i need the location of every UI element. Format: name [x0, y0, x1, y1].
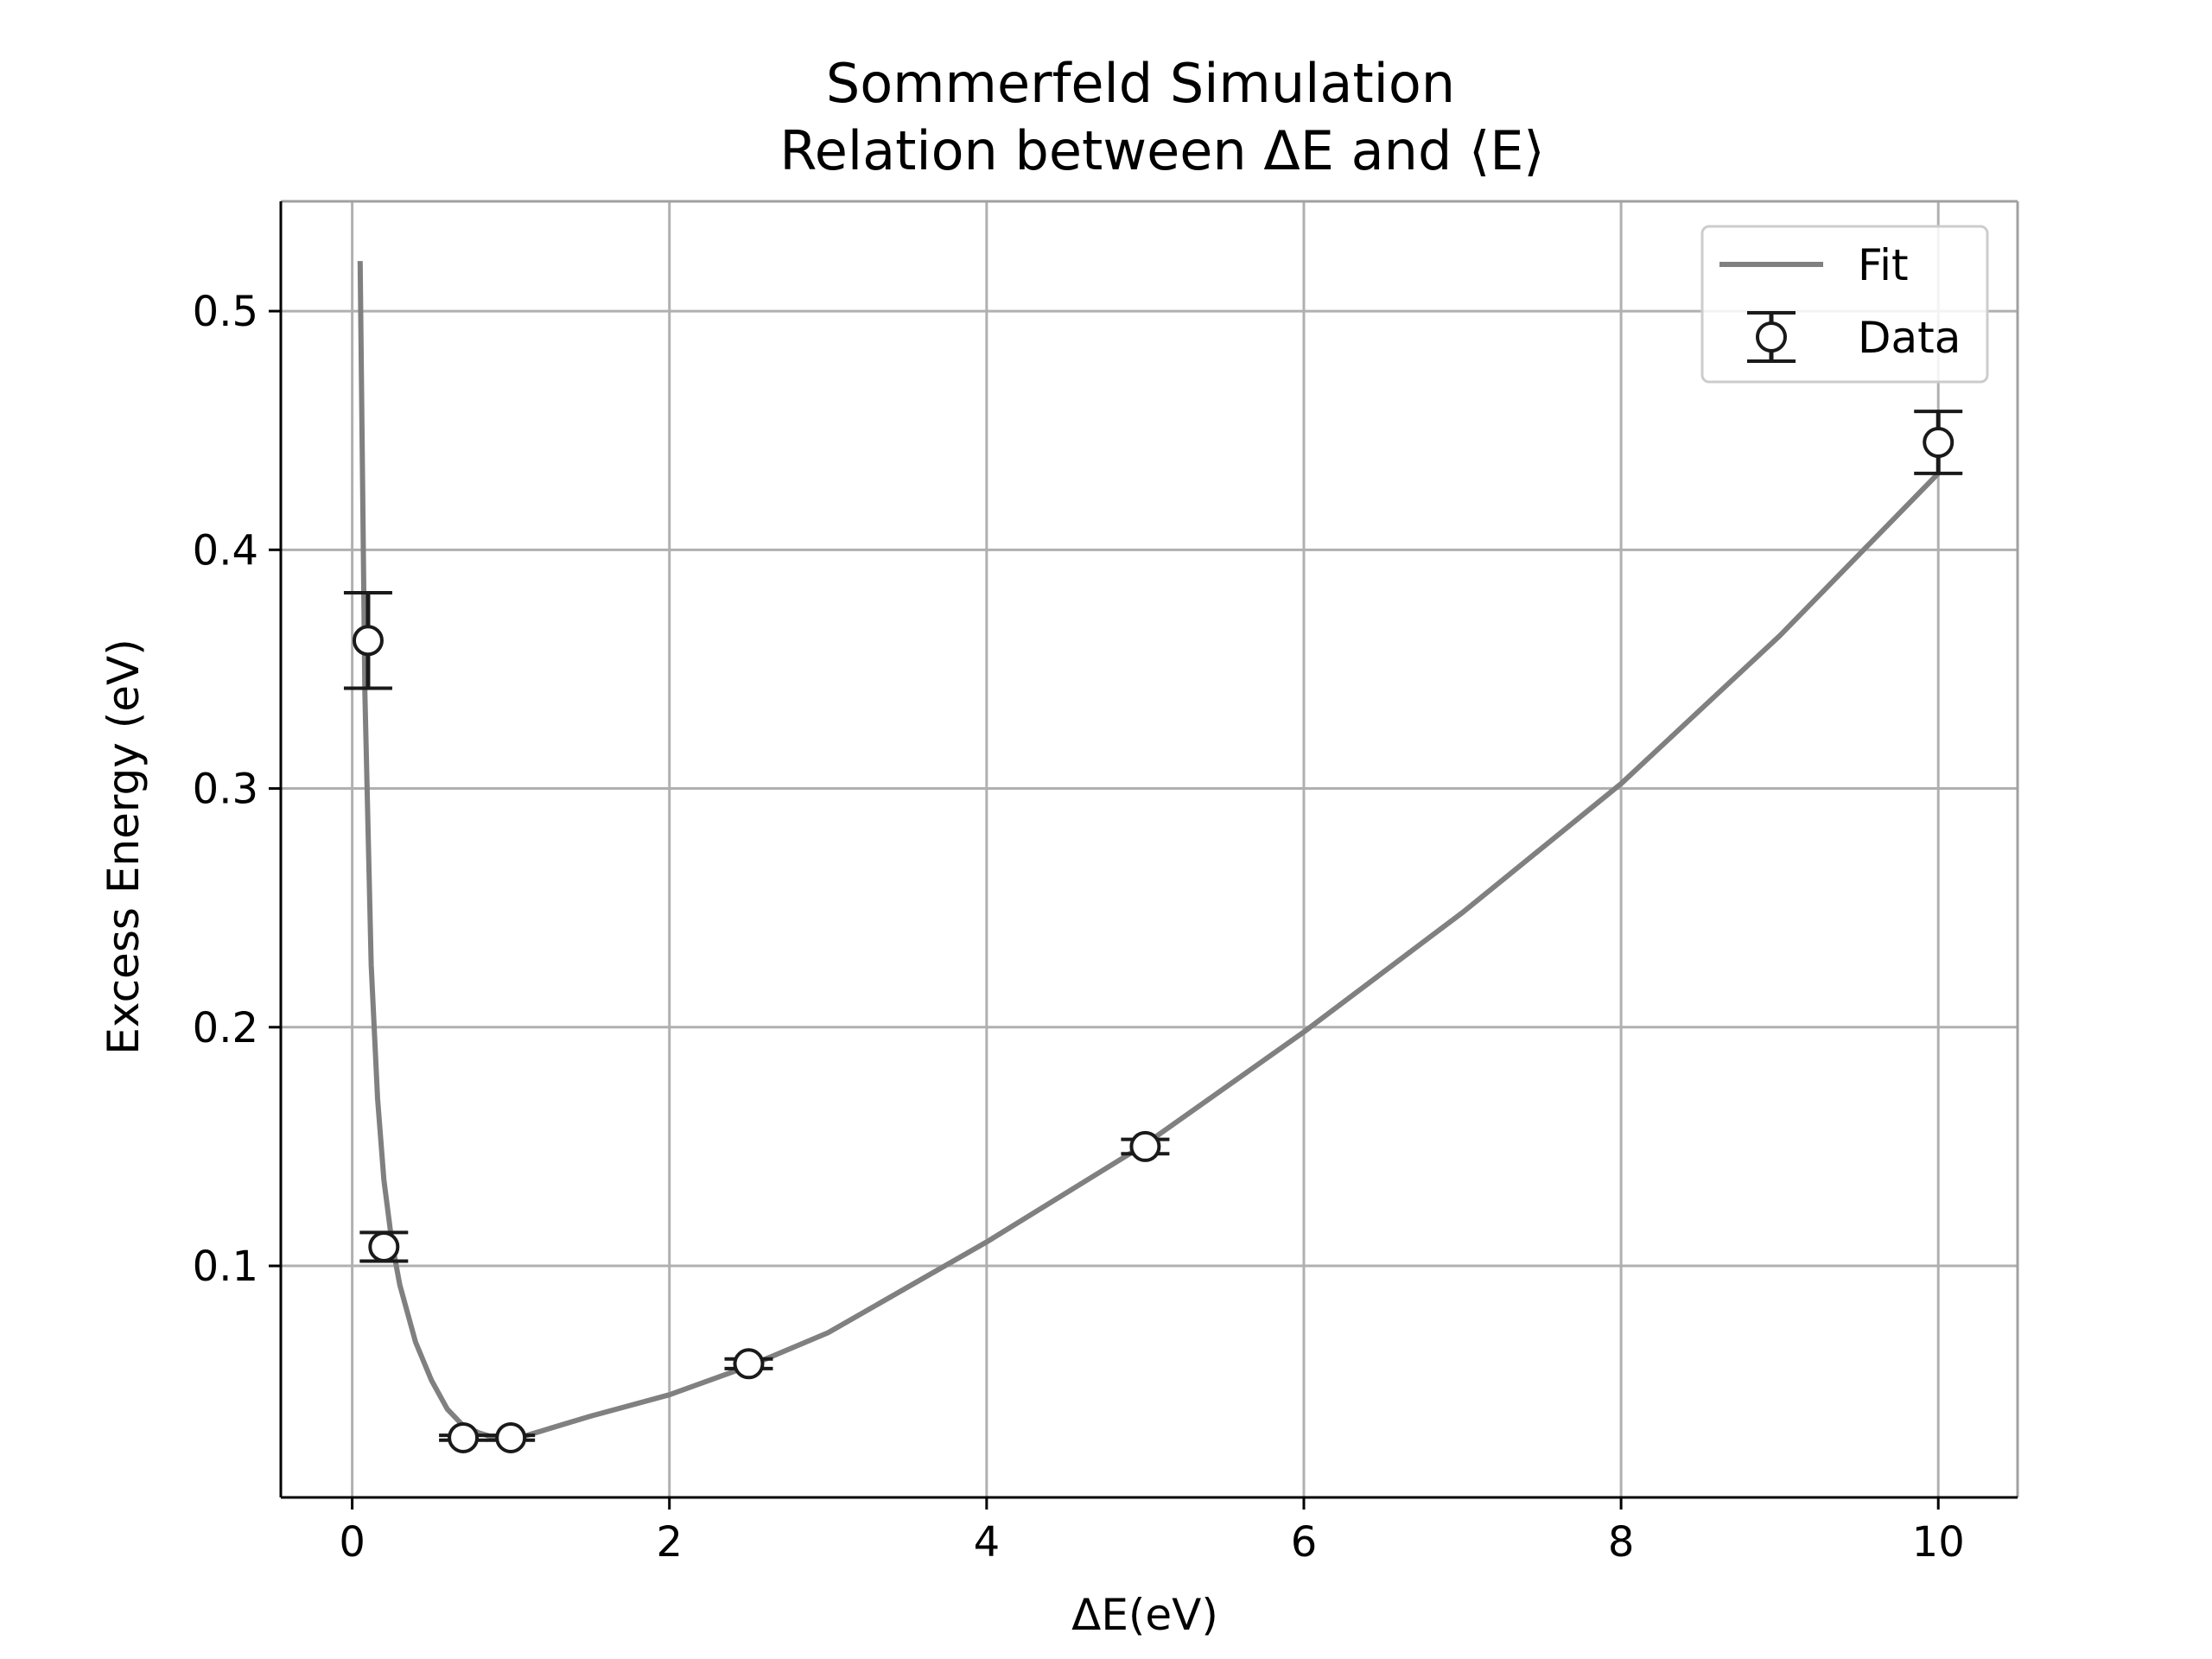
fit-line	[357, 261, 1941, 1443]
x-axis-label: ΔE(eV)	[1071, 1590, 1218, 1640]
y-tick-label: 0.3	[193, 766, 258, 814]
x-tick-label: 8	[1608, 1518, 1635, 1567]
y-tick-label: 0.5	[193, 288, 258, 336]
y-axis-label: Excess Energy (eV)	[99, 639, 149, 1054]
x-tick-label: 6	[1291, 1518, 1318, 1567]
data-series	[343, 410, 1963, 1453]
data-point	[343, 591, 392, 690]
legend-fit-label: Fit	[1858, 240, 1909, 290]
y-tick-label: 0.2	[193, 1004, 258, 1052]
x-tick-label: 0	[339, 1518, 365, 1567]
legend-data-marker	[1747, 311, 1796, 363]
grid	[281, 201, 2018, 1497]
data-point	[359, 1230, 409, 1263]
plot-frame	[279, 200, 2019, 1499]
chart-title: Sommerfeld Simulation	[826, 52, 1455, 115]
y-tick-label: 0.1	[193, 1243, 258, 1291]
data-point	[439, 1421, 488, 1453]
chart-subtitle: Relation between ΔE and ⟨E⟩	[779, 119, 1544, 182]
fit-series	[357, 261, 1941, 1443]
x-tick-label: 10	[1912, 1518, 1965, 1567]
legend-data-swatch	[1747, 311, 1796, 363]
x-tick-label: 2	[656, 1518, 683, 1567]
ticks: 0 2 4 6 8 10 0.1 0.2 0.3 0.4 0.5	[193, 288, 1965, 1567]
data-point	[1914, 410, 1963, 475]
data-point	[486, 1421, 536, 1453]
legend-data-label: Data	[1858, 313, 1961, 363]
x-tick-label: 4	[974, 1518, 1001, 1567]
data-point	[724, 1348, 773, 1380]
data-point	[1121, 1130, 1170, 1162]
y-tick-label: 0.4	[193, 526, 258, 575]
legend: Fit Data	[1700, 225, 1989, 384]
